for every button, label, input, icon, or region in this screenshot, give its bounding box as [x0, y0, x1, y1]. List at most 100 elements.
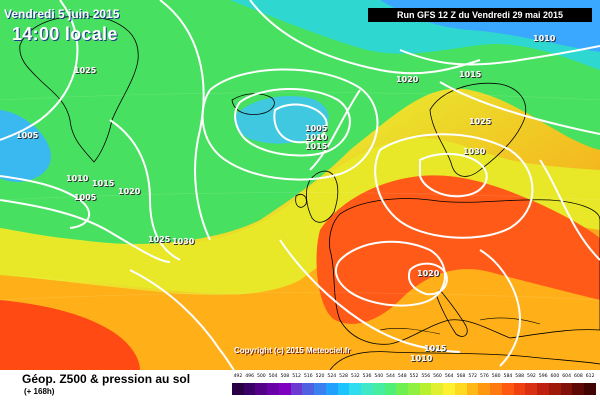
isobar-19: [129, 269, 235, 370]
scale-label: 564: [444, 374, 454, 379]
scale-label: 592: [527, 374, 536, 379]
scale-label: 572: [468, 374, 478, 379]
isobar-label: 1030: [172, 237, 195, 246]
isobar-label: 1005: [16, 131, 39, 140]
isobar-label: 1030: [463, 147, 486, 156]
isobar-label: 1010: [533, 34, 556, 43]
isobar-1: [0, 0, 79, 141]
color-scale: [232, 383, 596, 395]
isobar-label: 1010: [66, 174, 89, 183]
isobar-10: [399, 45, 600, 66]
scale-label: 584: [503, 374, 513, 379]
copyright-text: Copyright (c) 2015 Meteociel.fr: [234, 346, 351, 355]
isobar-11: [439, 81, 600, 135]
zone-blue-low-west: [0, 110, 51, 182]
legend-subtitle: (+ 168h): [24, 387, 55, 396]
legend-bar: Géop. Z500 & pression au sol (+ 168h) 49…: [0, 370, 600, 400]
scale-swatch: [408, 383, 420, 395]
isobar-14: [279, 239, 461, 353]
scale-label: 556: [421, 374, 431, 379]
scale-label: 604: [562, 374, 572, 379]
isobar-label: 1020: [396, 75, 419, 84]
zone-red-core: [316, 175, 600, 324]
scale-label: 552: [409, 374, 419, 379]
scale-swatch: [349, 383, 362, 395]
scale-swatch: [584, 383, 596, 395]
scale-swatch: [537, 383, 549, 395]
color-scale-labels: 492 496 500 504 508 512 516 520 524 528 532 536 540 5…: [232, 374, 596, 382]
isobar-label: 1010: [305, 133, 328, 142]
scale-label: 504: [268, 374, 278, 379]
scale-swatch: [431, 383, 444, 395]
isobar-2: [0, 175, 91, 229]
isobar-6: [273, 103, 328, 144]
isobar-8: [201, 68, 379, 181]
scale-swatch: [337, 383, 350, 395]
scale-swatch: [302, 383, 315, 395]
scale-label: 548: [397, 374, 407, 379]
isobar-label: 1025: [148, 235, 171, 244]
isobar-label: 1020: [118, 187, 141, 196]
africa-coast: [329, 351, 600, 370]
scale-swatch: [572, 383, 585, 395]
scale-swatch: [454, 383, 467, 395]
isobar-7: [234, 87, 351, 157]
scale-swatch: [255, 383, 268, 395]
scale-swatch: [548, 383, 561, 395]
scale-swatch: [384, 383, 397, 395]
scale-swatch: [372, 383, 385, 395]
isobar-label: 1010: [410, 354, 433, 363]
isobar-17: [479, 249, 522, 367]
scale-label: 508: [280, 374, 290, 379]
scale-label: 568: [456, 374, 466, 379]
isobar-label: 1015: [459, 70, 482, 79]
greenland-land: [19, 15, 139, 163]
scale-swatch: [501, 383, 514, 395]
scale-swatch: [243, 383, 256, 395]
scale-swatch: [466, 383, 479, 395]
scale-label: 600: [550, 374, 560, 379]
scale-label: 536: [362, 374, 372, 379]
scale-swatch: [267, 383, 279, 395]
scale-swatch: [396, 383, 409, 395]
isobar-15: [408, 262, 448, 296]
scale-label: 532: [350, 374, 360, 379]
mediterranean-sea: [379, 317, 541, 335]
scale-label: 492: [233, 374, 243, 379]
isobars: [0, 0, 600, 370]
model-run-label: Run GFS 12 Z du Vendredi 29 mai 2015: [368, 8, 592, 22]
scale-swatch: [232, 383, 244, 395]
scale-swatch: [443, 383, 455, 395]
scale-label: 588: [515, 374, 525, 379]
zone-red-southwest: [0, 300, 140, 370]
isobar-18: [539, 159, 600, 261]
isobar-label: 1015: [424, 344, 447, 353]
scale-swatch: [325, 383, 338, 395]
scale-label: 512: [292, 374, 301, 379]
scale-label: 612: [585, 374, 595, 379]
isobar-label: 1015: [305, 142, 328, 151]
scale-swatch: [419, 383, 432, 395]
scale-label: 580: [491, 374, 501, 379]
isobar-20: [309, 89, 361, 171]
scale-swatch: [361, 383, 373, 395]
scale-label: 520: [315, 374, 325, 379]
isobar-4: [109, 119, 181, 261]
scale-swatch: [478, 383, 491, 395]
scale-label: 596: [538, 374, 548, 379]
isobar-label: 1025: [74, 66, 97, 75]
zone-blue-low-ireland: [234, 95, 329, 144]
isobar-label: 1020: [417, 269, 440, 278]
forecast-date: Vendredi 5 juin 2015: [4, 7, 120, 21]
scale-swatch: [278, 383, 291, 395]
scale-swatch: [525, 383, 538, 395]
europe-land: [329, 198, 600, 345]
scale-swatch: [314, 383, 326, 395]
isobar-16: [334, 240, 446, 307]
isobar-label: 1025: [469, 117, 492, 126]
isobar-label: 1005: [74, 193, 97, 202]
iceland-land: [231, 93, 275, 115]
scale-swatch: [513, 383, 526, 395]
isobar-13: [419, 152, 488, 198]
scale-label: 516: [303, 374, 313, 379]
